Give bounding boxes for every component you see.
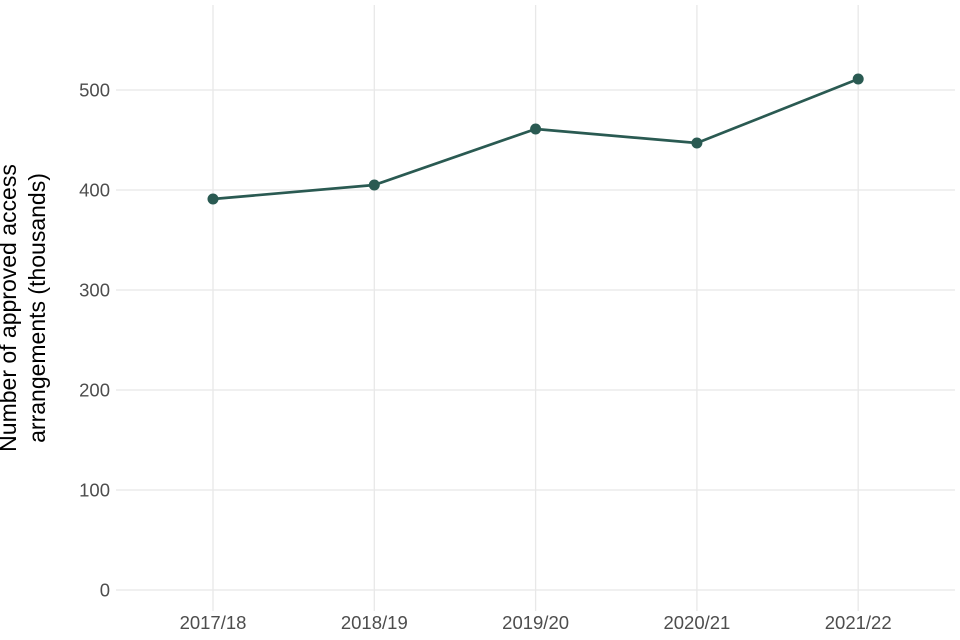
- data-point: [852, 73, 864, 85]
- data-point: [530, 123, 542, 135]
- data-point: [207, 193, 219, 205]
- x-tick-label: 2017/18: [180, 612, 247, 633]
- y-axis-title-line-1: Number of approved access: [0, 164, 21, 452]
- y-tick-label: 500: [79, 80, 110, 101]
- x-tick-label: 2019/20: [502, 612, 569, 633]
- data-series-group: [207, 73, 864, 205]
- data-point: [368, 179, 380, 191]
- x-tick-label: 2018/19: [341, 612, 408, 633]
- y-tick-label: 100: [79, 480, 110, 501]
- y-tick-label: 0: [100, 580, 110, 601]
- y-axis-title-line-2: arrangements (thousands): [24, 173, 50, 443]
- x-tick-label: 2021/22: [825, 612, 892, 633]
- gridlines-group: [116, 5, 955, 611]
- y-tick-label: 300: [79, 280, 110, 301]
- data-point: [691, 137, 703, 149]
- y-axis-title: Number of approved access arrangements (…: [0, 164, 50, 452]
- axis-tick-labels-group: 0 100 200 300 400 500 2017/18 2018/19 2019/20 202…: [79, 80, 892, 634]
- y-tick-label: 200: [79, 380, 110, 401]
- y-tick-label: 400: [79, 180, 110, 201]
- x-tick-label: 2020/21: [663, 612, 730, 633]
